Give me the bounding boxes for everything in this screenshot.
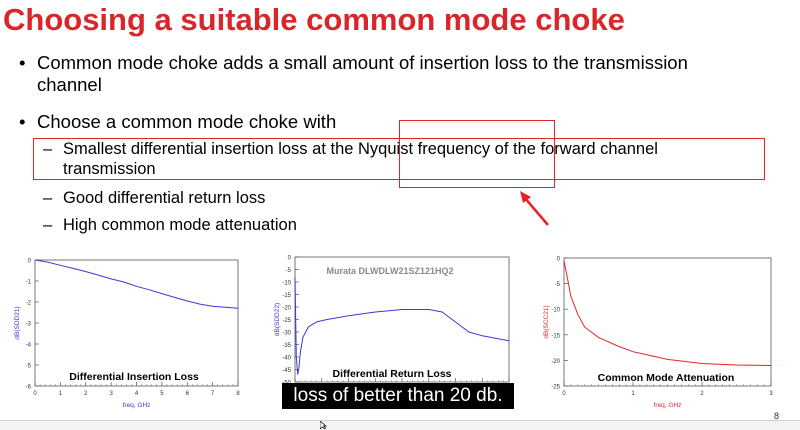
x-tick-label: 0 (33, 391, 37, 397)
bullet-symbol: • (19, 52, 26, 73)
x-tick-label: 0 (562, 391, 566, 397)
y-tick-label: -5 (555, 282, 561, 288)
y-tick-label: -10 (282, 281, 291, 287)
bullet-symbol: • (19, 111, 26, 132)
y-tick-label: -6 (26, 385, 32, 391)
plot-frame (34, 259, 239, 387)
bullet-1: • Common mode choke adds a small amount … (19, 52, 797, 96)
y-tick-label: -30 (282, 331, 291, 337)
y-tick-label: 0 (28, 259, 32, 265)
y-tick-label: -5 (286, 268, 292, 274)
subbullet-2: – Good differential return loss (43, 188, 763, 208)
bullet-1-line-2: channel (37, 74, 102, 95)
x-axis-label: freq, GHz (123, 402, 151, 409)
bottom-bar (0, 420, 800, 430)
dash-symbol: – (43, 216, 53, 234)
chart-title: Common Mode Attenuation (598, 372, 735, 384)
y-tick-label: -25 (282, 318, 291, 324)
y-tick-label: -5 (26, 364, 32, 370)
x-tick-label: 7 (211, 391, 215, 397)
y-tick-label: -40 (282, 356, 291, 362)
chart-common-mode: 0 -5 -10 -15 -20 -25 0 1 2 3 freq, GHz dB(SCC21) Com… (528, 250, 780, 423)
subbullet-2-text: Good differential return loss (63, 189, 266, 207)
subbullet-3: – High common mode attenuation (43, 215, 763, 235)
y-tick-label: 0 (288, 256, 292, 262)
x-tick-label: 8 (236, 391, 240, 397)
x-tick-label: 1 (59, 391, 63, 397)
x-tick-label: 6 (186, 391, 190, 397)
y-tick-label: -10 (551, 308, 560, 314)
bullet-1-line-1: Common mode choke adds a small amount of… (37, 52, 688, 73)
y-tick-label: -1 (26, 280, 32, 286)
y-tick-label: -15 (551, 333, 560, 339)
chart-title: Differential Return Loss (332, 368, 451, 380)
series-line (294, 276, 510, 375)
y-tick-label: -2 (26, 301, 32, 307)
subbullet-1-line-1: Smallest differential insertion loss at … (63, 140, 658, 158)
x-tick-label: 3 (769, 391, 773, 397)
x-tick-label: 1 (631, 391, 635, 397)
y-tick-label: -35 (282, 343, 291, 349)
mouse-cursor-icon (320, 421, 327, 429)
x-axis-label: freq, GHz (654, 402, 682, 409)
y-tick-label: -15 (282, 293, 291, 299)
slide-title: Choosing a suitable common mode choke (3, 2, 625, 37)
x-tick-label: 2 (84, 391, 88, 397)
y-tick-label: -20 (282, 306, 291, 312)
bullet-2-line-1: Choose a common mode choke with (37, 111, 337, 132)
x-tick-label: 4 (135, 391, 139, 397)
page-number: 8 (774, 411, 780, 421)
highlight-box-nyquist (399, 120, 555, 188)
bullet-2: • Choose a common mode choke with (19, 111, 797, 133)
x-tick-label: 2 (700, 391, 704, 397)
chart-insertion-loss: 0 -1 -2 -3 -4 -5 -6 0 1 2 3 4 5 6 7 8 freq, GHz dB(SDD21)… (0, 250, 250, 423)
y-tick-label: -4 (26, 343, 32, 349)
chart-annotation: Murata DLWDLW21SZ121HQ2 (326, 266, 453, 276)
x-tick-label: 3 (109, 391, 113, 397)
y-tick-label: -20 (551, 359, 560, 365)
series-line (34, 259, 239, 309)
video-caption: loss of better than 20 db. (282, 383, 514, 409)
y-tick-label: -25 (551, 385, 560, 391)
y-tick-label: -3 (26, 322, 32, 328)
subbullet-3-text: High common mode attenuation (63, 216, 297, 234)
y-axis-label: dB(SDD21) (14, 306, 21, 339)
dash-symbol: – (43, 140, 53, 158)
y-tick-label: 0 (557, 257, 561, 263)
subbullet-1-line-2: transmission (63, 160, 156, 178)
dash-symbol: – (43, 189, 53, 207)
series-line (563, 260, 772, 366)
y-axis-label: dB(SDD22) (274, 303, 281, 336)
subbullet-1: – Smallest differential insertion loss a… (43, 139, 793, 179)
arrow-icon (520, 191, 549, 226)
y-axis-label: dB(SCC21) (543, 305, 550, 338)
x-tick-label: 5 (160, 391, 164, 397)
y-tick-label: -45 (282, 368, 291, 374)
chart-title: Differential Insertion Loss (69, 371, 199, 383)
plot-frame (563, 257, 772, 387)
